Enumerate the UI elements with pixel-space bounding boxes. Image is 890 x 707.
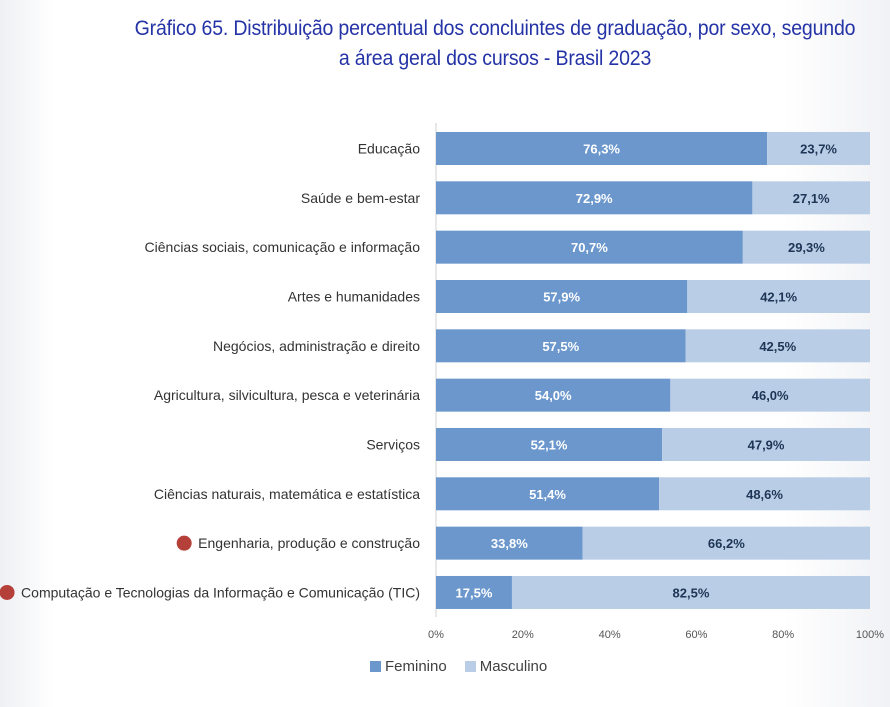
legend-label-masculino: Masculino <box>479 658 548 675</box>
bar-masculino-7 <box>659 477 870 511</box>
category-label-3: Artes e humanidades <box>288 288 420 304</box>
bar-masculino-5 <box>670 378 870 412</box>
bar-masculino-2 <box>742 230 870 264</box>
data-label-masculino-3: 42,1% <box>760 289 797 304</box>
legend-swatch-feminino <box>370 661 381 672</box>
legend-item-feminino: Feminino <box>370 658 447 675</box>
highlight-marker-9 <box>0 584 15 600</box>
category-label-0: Educação <box>358 141 420 157</box>
data-label-feminino-1: 72,9% <box>576 191 613 206</box>
bar-feminino-3 <box>436 279 688 313</box>
bar-masculino-8 <box>582 526 870 560</box>
legend-item-masculino: Masculino <box>464 658 548 675</box>
category-label-8: Engenharia, produção e construção <box>198 535 420 551</box>
bar-masculino-9 <box>511 575 870 609</box>
x-tick-label-5: 100% <box>856 629 884 641</box>
data-label-masculino-9: 82,5% <box>673 585 710 600</box>
data-label-feminino-3: 57,9% <box>543 289 580 304</box>
data-label-feminino-9: 17,5% <box>456 585 493 600</box>
data-label-masculino-2: 29,3% <box>788 240 825 255</box>
bar-masculino-6 <box>662 427 870 461</box>
category-label-6: Serviços <box>366 436 420 452</box>
legend-label-feminino: Feminino <box>385 658 447 675</box>
chart-legend: Feminino Masculino <box>370 658 547 675</box>
legend-swatch-masculino <box>464 661 476 672</box>
data-label-masculino-7: 48,6% <box>746 487 783 502</box>
data-label-masculino-1: 27,1% <box>793 191 830 206</box>
data-label-feminino-2: 70,7% <box>571 240 608 255</box>
data-label-feminino-4: 57,5% <box>542 339 579 354</box>
category-label-1: Saúde e bem-estar <box>301 190 420 206</box>
data-label-masculino-4: 42,5% <box>759 339 796 354</box>
bar-feminino-5 <box>436 378 671 412</box>
data-label-feminino-0: 76,3% <box>583 142 620 157</box>
bar-masculino-3 <box>687 279 870 313</box>
bar-masculino-1 <box>752 181 870 215</box>
bar-masculino-0 <box>767 132 870 165</box>
data-label-feminino-6: 52,1% <box>531 437 568 452</box>
category-label-5: Agricultura, silvicultura, pesca e veter… <box>154 387 420 403</box>
x-tick-label-3: 60% <box>685 629 707 641</box>
category-label-7: Ciências naturais, matemática e estatíst… <box>154 486 420 502</box>
data-label-feminino-8: 33,8% <box>491 536 528 551</box>
data-label-masculino-5: 46,0% <box>752 388 789 403</box>
data-label-masculino-6: 47,9% <box>748 437 785 452</box>
x-tick-label-2: 40% <box>599 629 621 641</box>
bar-feminino-2 <box>436 230 743 264</box>
x-tick-label-0: 0% <box>428 629 444 641</box>
highlight-marker-8 <box>176 535 192 551</box>
x-tick-label-4: 80% <box>772 629 794 641</box>
bar-feminino-8 <box>436 526 583 560</box>
category-label-4: Negócios, administração e direito <box>213 338 420 354</box>
bar-feminino-1 <box>436 181 753 215</box>
category-label-9: Computação e Tecnologias da Informação e… <box>21 584 420 600</box>
stacked-bar-chart: 76,3% 23,7% Educação 72,9% 27,1% Saúde e bem-… <box>0 123 884 641</box>
bar-feminino-0 <box>436 132 768 165</box>
bar-feminino-6 <box>436 427 663 461</box>
bar-masculino-4 <box>685 329 870 363</box>
data-label-feminino-7: 51,4% <box>529 487 566 502</box>
data-label-masculino-8: 66,2% <box>708 536 745 551</box>
category-label-2: Ciências sociais, comunicação e informaç… <box>145 239 421 255</box>
chart-title: Gráfico 65. Distribuição percentual dos … <box>134 17 856 70</box>
data-label-masculino-0: 23,7% <box>800 142 837 157</box>
data-label-feminino-5: 54,0% <box>535 388 572 403</box>
bar-feminino-9 <box>436 575 512 609</box>
x-tick-label-1: 20% <box>512 629 534 641</box>
bar-feminino-7 <box>436 477 660 511</box>
bar-feminino-4 <box>436 329 686 363</box>
